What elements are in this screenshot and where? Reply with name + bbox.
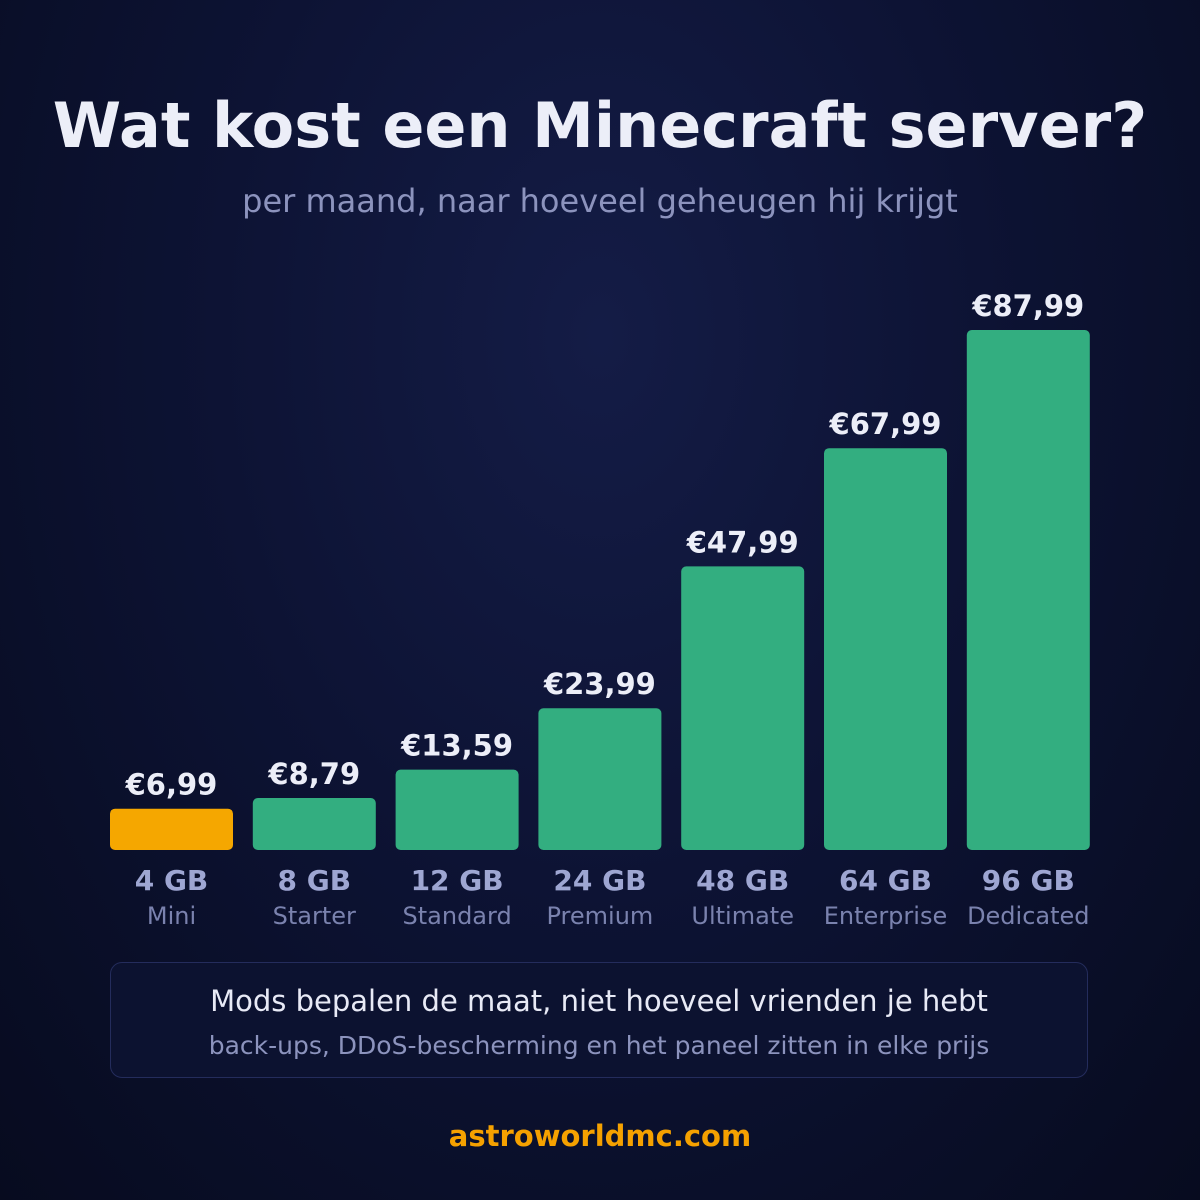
bar: [538, 708, 662, 850]
plan-name-label: Mini: [147, 902, 196, 930]
value-label: €13,59: [400, 729, 513, 763]
category-label: 48 GB: [696, 864, 789, 897]
category-label: 24 GB: [553, 864, 646, 897]
bar: [966, 330, 1090, 850]
info-main-text: Mods bepalen de maat, niet hoeveel vrien…: [210, 984, 988, 1018]
value-label: €87,99: [971, 289, 1084, 323]
category-label: 12 GB: [411, 864, 504, 897]
plan-name-label: Ultimate: [691, 902, 794, 930]
value-label: €6,99: [125, 768, 218, 802]
bar: [681, 566, 805, 850]
category-label: 96 GB: [982, 864, 1075, 897]
plan-name-label: Enterprise: [824, 902, 947, 930]
plan-name-label: Premium: [547, 902, 654, 930]
bar-chart: €6,99 4 GB Mini €8,79 8 GB Starter €13,59 12 GB…: [110, 289, 1090, 930]
category-label: 64 GB: [839, 864, 932, 897]
plan-name-label: Starter: [273, 902, 356, 930]
bar: [824, 448, 947, 850]
info-sub-text: back-ups, DDoS-bescherming en het paneel…: [208, 1031, 990, 1060]
bar: [395, 769, 519, 850]
chart-subtitle: per maand, naar hoeveel geheugen hij kri…: [242, 182, 958, 220]
category-label: 8 GB: [278, 864, 352, 897]
value-label: €23,99: [543, 667, 656, 701]
plan-name-label: Standard: [403, 902, 512, 930]
footer-website[interactable]: astroworldmc.com: [448, 1119, 752, 1153]
chart-title: Wat kost een Minecraft server?: [52, 89, 1148, 162]
value-label: €8,79: [267, 757, 360, 791]
info-box: Mods bepalen de maat, niet hoeveel vrien…: [110, 962, 1088, 1078]
bar: [110, 808, 233, 850]
category-label: 4 GB: [135, 864, 209, 897]
value-label: €47,99: [686, 525, 799, 559]
plan-name-label: Dedicated: [967, 902, 1089, 930]
value-label: €67,99: [829, 407, 942, 441]
bar: [252, 798, 376, 850]
